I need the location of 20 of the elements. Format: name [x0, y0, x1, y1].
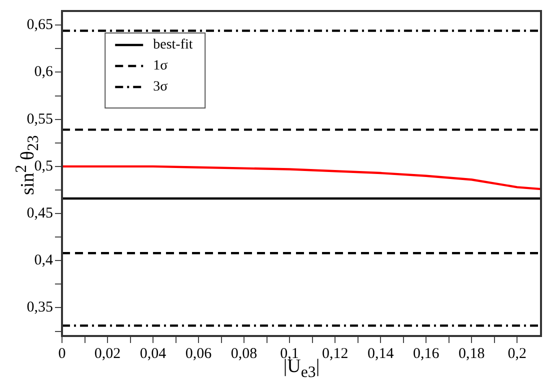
legend-label: 1σ: [153, 58, 168, 74]
y-tick-label: 0,35: [26, 300, 53, 316]
y-tick-label: 0,6: [34, 64, 54, 80]
x-tick-label: 0,04: [140, 346, 167, 362]
x-tick-label: 0,16: [412, 346, 440, 362]
x-tick-label: 0,18: [458, 346, 485, 362]
x-tick-label: 0,2: [508, 346, 526, 362]
y-tick-label: 0,4: [34, 252, 54, 269]
x-tick-label: 0: [58, 346, 66, 362]
legend-label: 3σ: [153, 80, 168, 95]
x-tick-label: 0,12: [322, 346, 348, 362]
x-tick-label: 0,08: [230, 346, 258, 362]
y-tick-label: 0,65: [26, 17, 53, 34]
legend-label: best-fit: [153, 38, 193, 53]
x-tick-label: 0,02: [94, 346, 121, 362]
y-tick-label: 0,5: [34, 158, 53, 174]
y-tick-label: 0,55: [26, 111, 53, 128]
x-tick-label: 0,06: [185, 346, 212, 362]
x-tick-label: 0,14: [367, 346, 394, 362]
y-tick-label: 0,45: [26, 205, 53, 222]
